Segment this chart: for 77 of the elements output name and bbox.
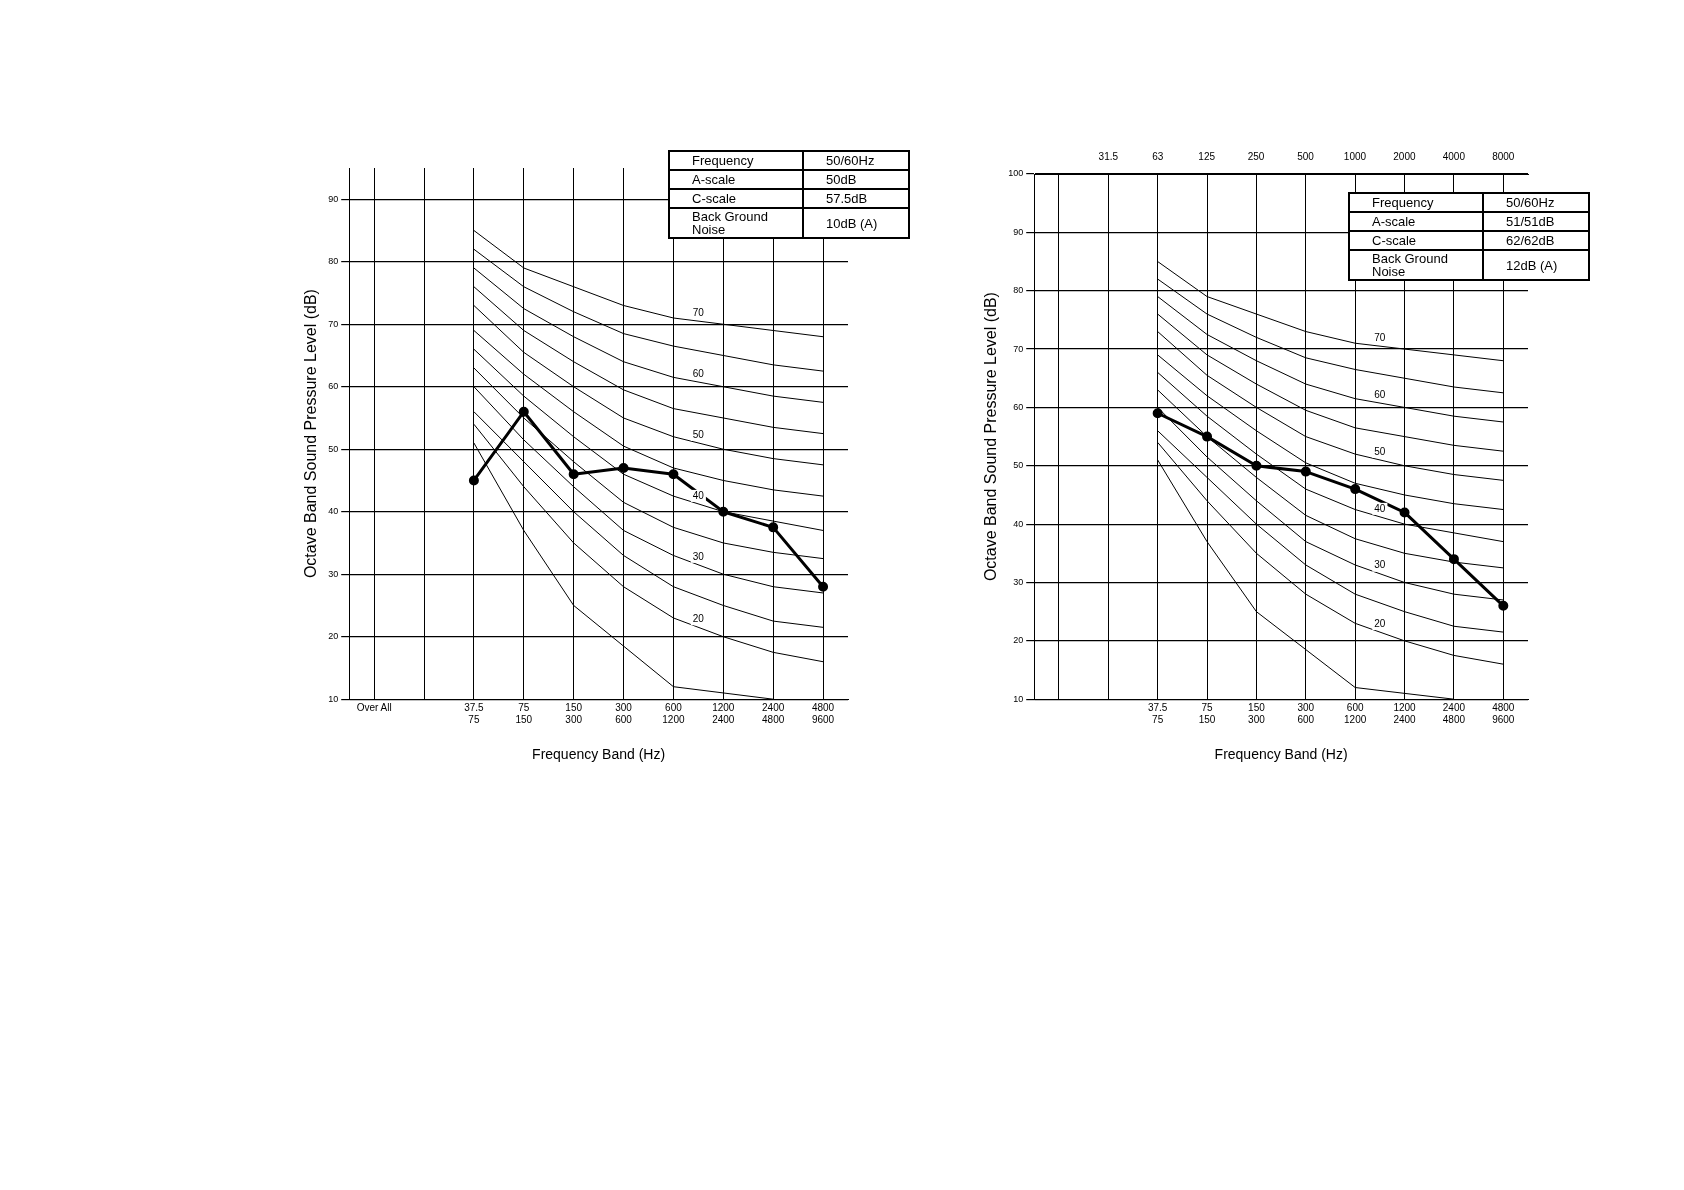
y-tick-label: 60 (328, 381, 339, 392)
y-tick-label: 70 (328, 318, 339, 329)
x-tick-label: 75 150 (1198, 701, 1216, 725)
x2-tick-label: 63 (1152, 150, 1164, 162)
annotation: 12dB (A) (1483, 250, 1589, 280)
annotation: 62/62dB (1483, 231, 1589, 250)
annotation: C-scale (1349, 231, 1483, 250)
series-label: 20 (692, 613, 705, 625)
y-tick-label: 60 (1013, 401, 1024, 412)
series-label: 70 (692, 306, 705, 318)
annotation: 50dB (803, 170, 909, 189)
series-label: 50 (1374, 445, 1386, 457)
y-tick-label: 70 (1013, 343, 1024, 354)
x2-tick-label: 250 (1247, 150, 1265, 162)
y-tick-label: 30 (328, 568, 339, 579)
series-label: 70 (1374, 331, 1386, 343)
y-tick-label: 20 (1013, 635, 1024, 646)
y-tick-label: 50 (1013, 460, 1024, 471)
y-tick-label: 90 (328, 193, 339, 204)
x2-tick-label: 31.5 (1098, 150, 1119, 162)
x2-tick-label: 2000 (1393, 150, 1416, 162)
annotation: Frequency (1349, 193, 1483, 212)
text: 50/60Hz (826, 153, 875, 168)
x2-tick-label: 4000 (1442, 150, 1466, 162)
x2-tick-label: 1000 (1343, 150, 1367, 162)
x-tick-label: 1200 2400 (712, 701, 735, 725)
x-tick-label: 600 1200 (1344, 701, 1367, 725)
x-axis-title: Frequency Band (Hz) (532, 746, 666, 763)
series-label: 40 (1374, 502, 1386, 514)
x-tick-label: 2400 4800 (762, 701, 785, 725)
x2-tick-label: 125 (1198, 150, 1216, 162)
x-tick-label: 37.5 75 (1147, 701, 1168, 725)
y-tick-label: 90 (1013, 226, 1024, 237)
x-tick-label: 1200 2400 (1393, 701, 1417, 725)
y-tick-label: 10 (328, 693, 339, 704)
series-label: 20 (1374, 617, 1386, 629)
annotation: A-scale (669, 170, 803, 189)
x-tick-label: 150 300 (565, 701, 583, 725)
y-tick-label: 40 (1013, 518, 1024, 529)
annotation: Back Ground Noise (669, 208, 803, 238)
x-tick-label: 2400 4800 (1442, 701, 1466, 725)
x-tick-label: 37.5 75 (464, 701, 485, 725)
y-tick-label: 20 (328, 631, 339, 642)
annotation: A-scale (1349, 212, 1483, 231)
x-tick-label: 300 600 (1297, 701, 1315, 725)
text: Frequency (692, 153, 754, 168)
y-axis-title: Octave Band Sound Pressure Level (dB) (302, 289, 320, 579)
y-tick-label: 40 (328, 506, 339, 517)
x-axis-title: Frequency Band (Hz) (1214, 746, 1348, 763)
series-label: 40 (692, 489, 705, 501)
y-tick-label: 10 (1013, 693, 1024, 704)
x-tick-label: 4800 9600 (811, 701, 835, 725)
series-label: 60 (1374, 388, 1386, 400)
x-tick-label: Over All (356, 701, 392, 713)
x-tick-label: 75 150 (515, 701, 533, 725)
series-label: 30 (1374, 559, 1386, 571)
annotation: 51/51dB (1483, 212, 1589, 231)
y-axis-title: Octave Band Sound Pressure Level (dB) (982, 292, 1000, 582)
x2-tick-label: 500 (1297, 150, 1315, 162)
series-label: 60 (692, 367, 705, 379)
y-tick-label: 50 (328, 443, 339, 454)
series-label: 50 (692, 428, 705, 440)
annotation: Back Ground Noise (1349, 250, 1483, 280)
annotation: 50/60Hz (1483, 193, 1589, 212)
x-tick-label: 600 1200 (662, 701, 685, 725)
y-tick-label: 100 (1008, 168, 1024, 179)
annotation: 10dB (A) (803, 208, 909, 238)
annotation: 57.5dB (803, 189, 909, 208)
y-tick-label: 30 (1013, 576, 1024, 587)
y-tick-label: 80 (328, 256, 339, 267)
x2-tick-label: 8000 (1492, 150, 1515, 162)
x-tick-label: 4800 9600 (1492, 701, 1515, 725)
annotation: C-scale (669, 189, 803, 208)
y-tick-label: 80 (1013, 285, 1024, 296)
series-label: 30 (692, 550, 705, 562)
x-tick-label: 150 300 (1248, 701, 1266, 725)
x-tick-label: 300 600 (615, 701, 633, 725)
